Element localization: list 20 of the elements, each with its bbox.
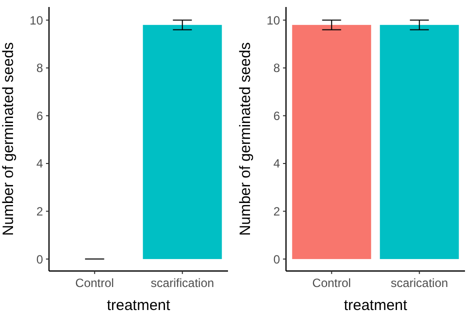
y-tick-label: 8	[36, 61, 44, 76]
y-tick-label: 4	[273, 156, 280, 171]
y-axis-title: Number of germinated seeds	[237, 42, 254, 236]
y-tick-label: 6	[273, 108, 280, 123]
y-tick-label: 0	[273, 252, 280, 266]
x-tick-label: scarification	[150, 276, 214, 290]
y-axis-title: Number of germinated seeds	[0, 42, 17, 236]
y-tick-label: 2	[273, 204, 280, 218]
y-tick-label: 8	[273, 61, 280, 76]
y-tick-label: 2	[36, 204, 44, 218]
x-tick-label: scarication	[390, 276, 448, 290]
x-tick-label: Control	[75, 276, 114, 290]
x-axis-title: treatment	[106, 297, 172, 314]
y-tick-label: 10	[266, 13, 280, 28]
y-tick-label: 6	[36, 108, 44, 123]
x-tick-label: Control	[312, 276, 351, 290]
y-tick-label: 4	[36, 156, 44, 171]
x-axis-title: treatment	[344, 297, 408, 314]
y-tick-label: 0	[36, 252, 44, 266]
y-tick-label: 10	[30, 13, 44, 28]
